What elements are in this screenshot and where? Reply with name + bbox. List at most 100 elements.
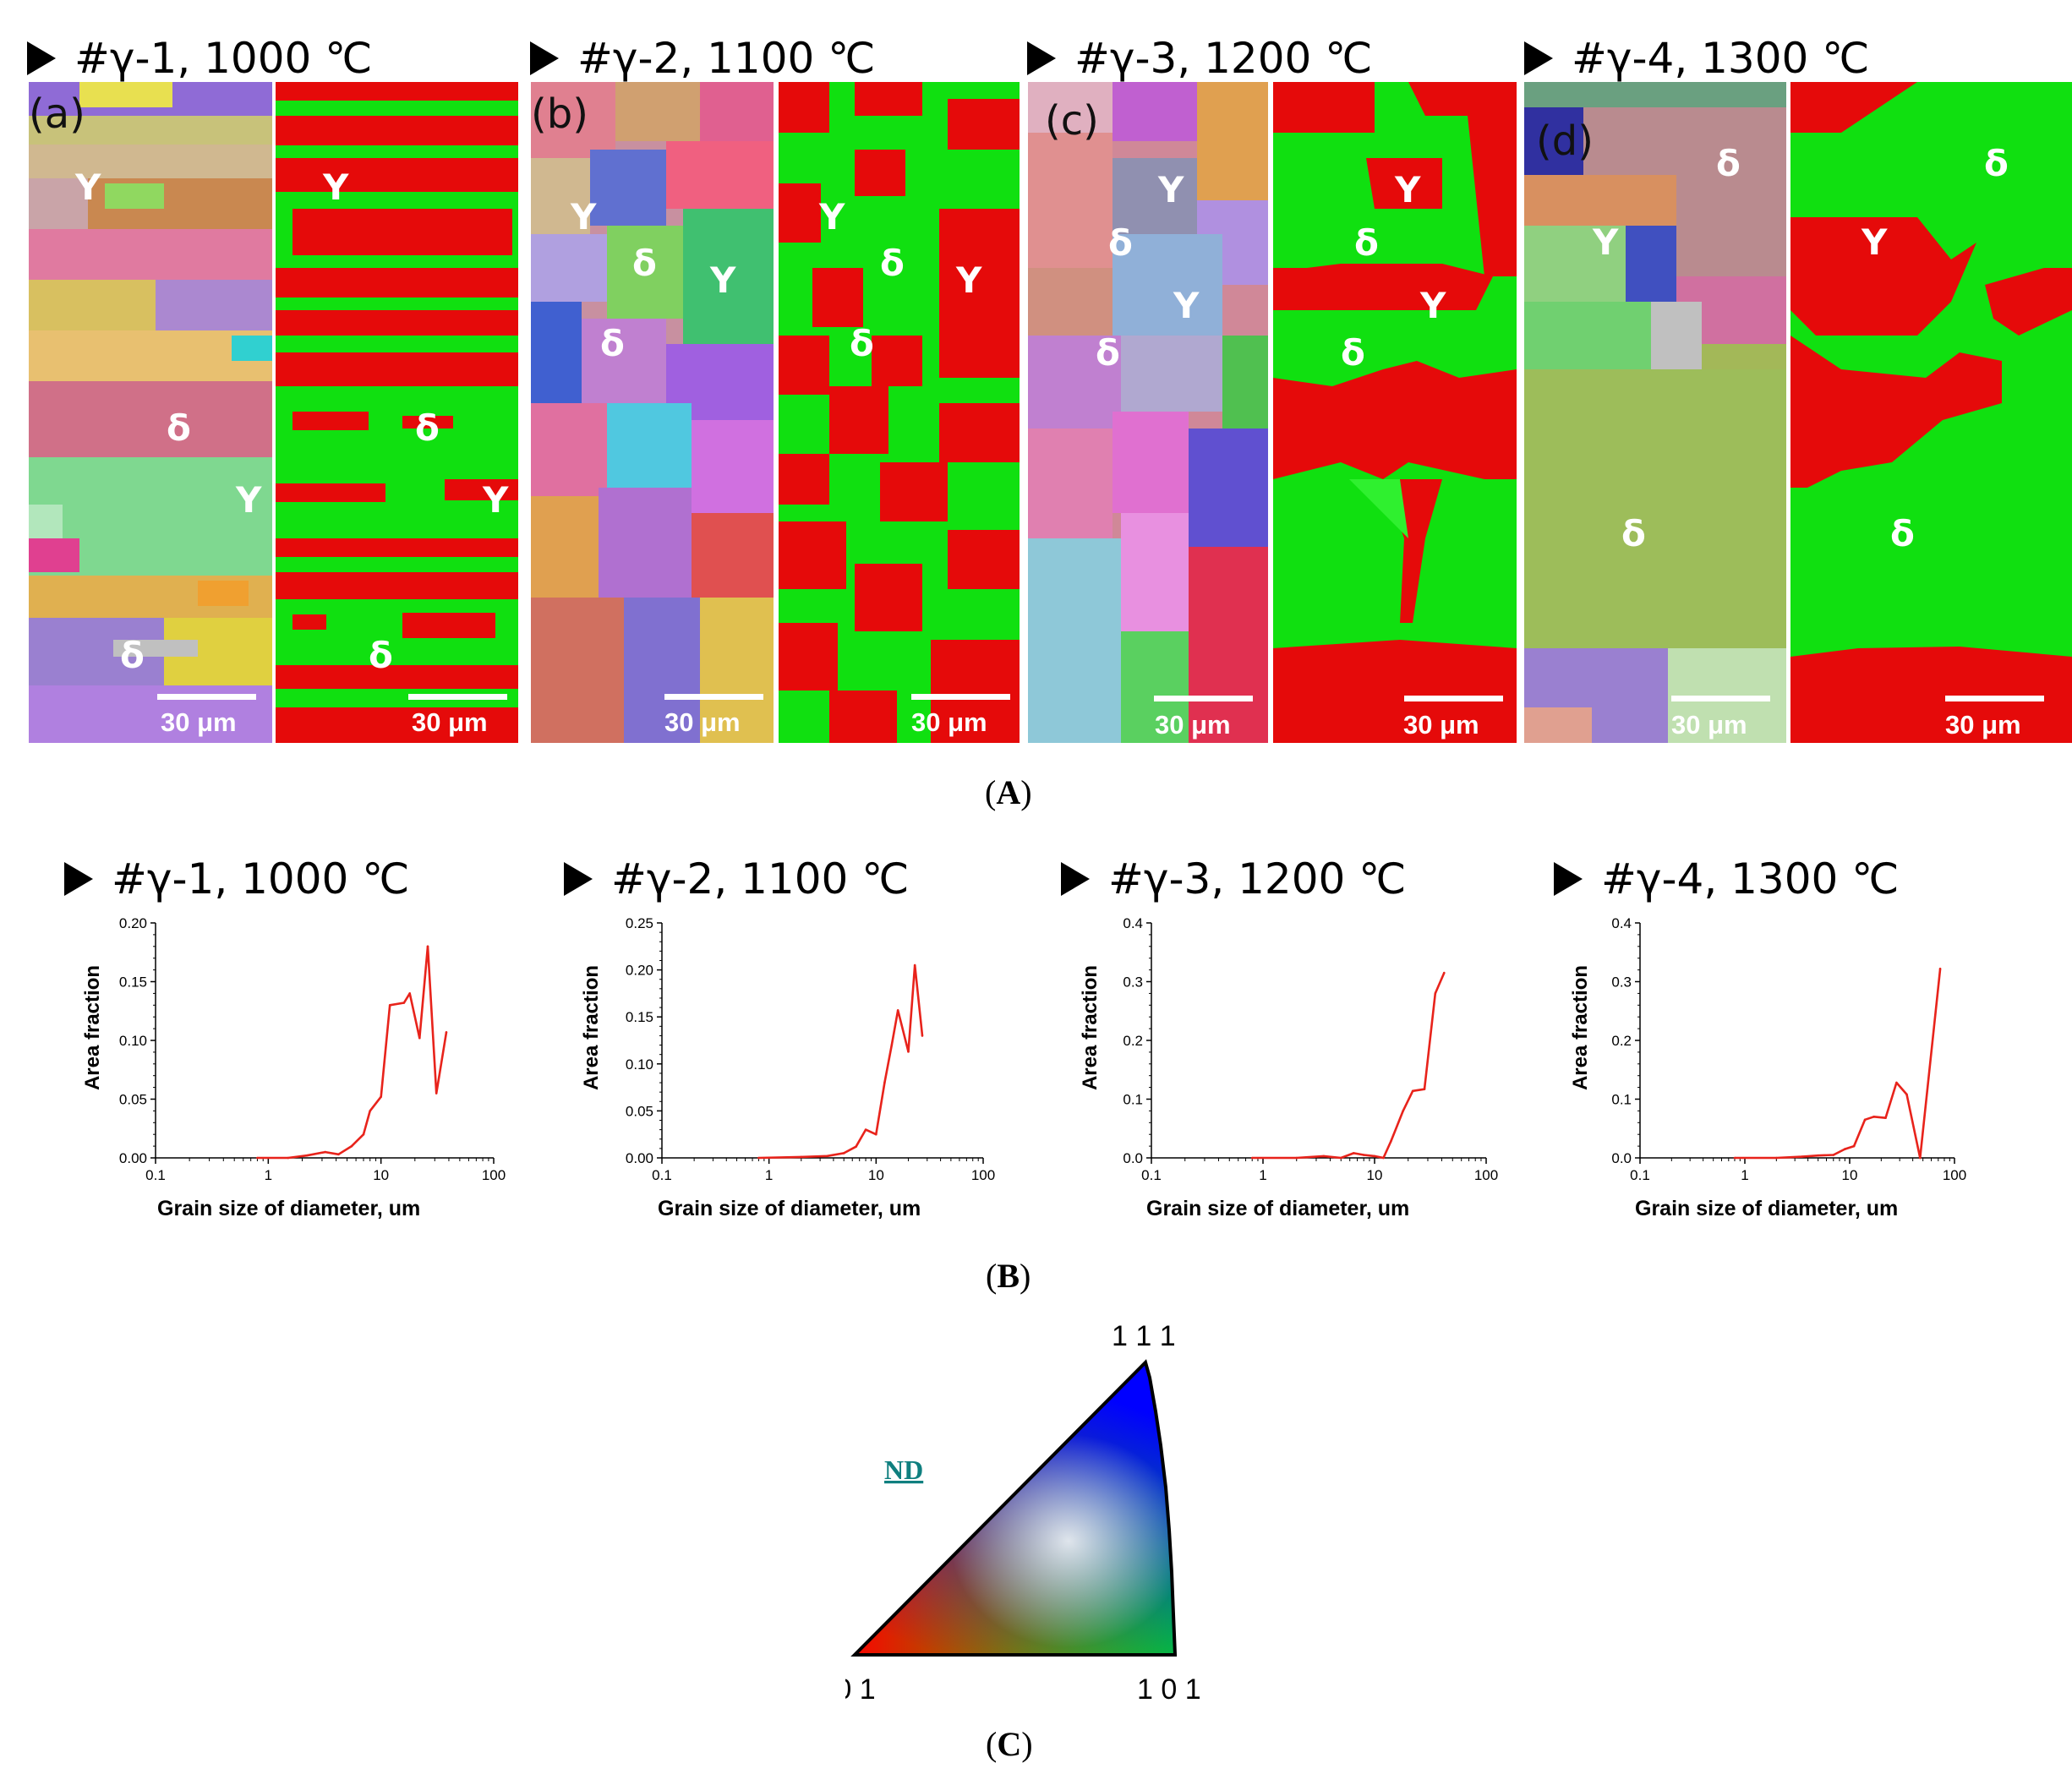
- phase-map-d: δ Y δ 30 μm: [1790, 82, 2072, 743]
- data-point: [1295, 1156, 1298, 1160]
- y-tick-label: 0.4: [1611, 915, 1632, 931]
- panel-title-1: #γ-1, 1000 ℃: [27, 37, 372, 79]
- gamma-label: Y: [710, 259, 736, 301]
- y-tick-label: 0.4: [1123, 915, 1143, 931]
- phase-map-c: Y δ Y δ 30 μm: [1273, 82, 1517, 743]
- scale-bar: [1945, 696, 2044, 701]
- corner-label-101: 1 0 1: [1137, 1673, 1201, 1706]
- data-point: [1411, 1089, 1414, 1093]
- delta-label: δ: [1890, 513, 1915, 554]
- delta-label: δ: [600, 323, 625, 364]
- gamma-label: Y: [483, 479, 509, 521]
- scale-bar: [408, 694, 507, 700]
- y-tick-label: 0.15: [626, 1009, 653, 1025]
- data-point: [1844, 1148, 1846, 1150]
- phase-map-b-image: [779, 82, 1020, 743]
- data-point: [1884, 1116, 1887, 1120]
- corner-label-001: 0 0 1: [845, 1673, 876, 1706]
- y-tick-label: 0.0: [1611, 1150, 1632, 1166]
- x-tick-label: 100: [1943, 1167, 1966, 1183]
- scale-bar-label: 30 μm: [412, 707, 488, 737]
- data-point: [842, 1152, 845, 1155]
- area-fraction-series-line: [1735, 969, 1942, 1160]
- ipf-map-a-image: [29, 82, 272, 743]
- x-tick-label: 0.1: [145, 1167, 166, 1183]
- scale-bar-label: 30 μm: [161, 707, 237, 737]
- gamma-label: Y: [571, 196, 597, 237]
- ipf-map-d: (d) δ Y δ 30 μm: [1524, 82, 1786, 743]
- data-point: [426, 945, 429, 948]
- data-point: [1250, 1156, 1254, 1160]
- delta-label: δ: [369, 635, 393, 676]
- data-point: [826, 1155, 828, 1158]
- grain-size-chart-1: 0.00 0.05 0.10 0.15 0.20 0.1 1 10 100: [119, 915, 506, 1183]
- y-tick-label: 0.10: [119, 1033, 147, 1049]
- panel-title-4: #γ-4, 1300 ℃: [1524, 37, 1869, 79]
- data-point: [864, 1128, 867, 1131]
- grain-size-chart-4: 0.00.10.20.30.40.1 1 10 100: [1611, 915, 1966, 1183]
- data-point: [362, 1133, 365, 1136]
- play-triangle-icon: [1061, 862, 1090, 896]
- gamma-label: Y: [236, 479, 262, 521]
- data-point: [1423, 1088, 1426, 1090]
- y-axis-title: Area fraction: [1079, 964, 1102, 1091]
- y-tick-label: 0.0: [1123, 1150, 1143, 1166]
- data-point: [1402, 1110, 1404, 1112]
- panel-letter-b: (b): [531, 90, 588, 138]
- x-tick-label: 1: [765, 1167, 773, 1183]
- data-point: [896, 1009, 899, 1012]
- x-tick-label: 1: [1259, 1167, 1266, 1183]
- data-point: [1389, 1140, 1392, 1143]
- data-point: [256, 1156, 259, 1160]
- data-point: [1733, 1156, 1736, 1160]
- x-tick-label: 100: [482, 1167, 506, 1183]
- data-point: [875, 1133, 877, 1136]
- data-point: [1362, 1154, 1365, 1156]
- caption-c: (C): [986, 1725, 1033, 1763]
- panel-title-3: #γ-3, 1200 ℃: [1027, 37, 1372, 79]
- play-triangle-icon: [530, 41, 559, 75]
- x-tick-label: 100: [1474, 1167, 1498, 1183]
- gamma-label: Y: [1173, 285, 1200, 326]
- x-tick-label: 10: [373, 1167, 389, 1183]
- y-tick-label: 0.20: [119, 915, 147, 931]
- panel-title-2: #γ-2, 1100 ℃: [530, 37, 875, 79]
- data-point: [402, 1002, 406, 1004]
- y-tick-label: 0.05: [626, 1103, 653, 1119]
- scale-bar: [1404, 696, 1503, 701]
- data-point: [1775, 1156, 1778, 1160]
- data-point: [1832, 1154, 1835, 1156]
- gamma-label: Y: [1158, 169, 1184, 210]
- data-point: [408, 992, 412, 995]
- scale-bar: [1671, 696, 1770, 701]
- data-point: [1872, 1116, 1875, 1118]
- data-point: [1373, 1155, 1376, 1158]
- data-point: [1339, 1156, 1342, 1160]
- data-point: [1434, 992, 1437, 995]
- y-tick-label: 0.05: [119, 1092, 147, 1108]
- gamma-label: Y: [75, 166, 101, 208]
- y-tick-label: 0.1: [1123, 1092, 1143, 1108]
- data-point: [1322, 1155, 1326, 1158]
- area-fraction-series-line: [257, 945, 448, 1160]
- scale-bar-label: 30 μm: [911, 707, 987, 737]
- y-tick-label: 0.25: [626, 915, 653, 931]
- data-point: [855, 1145, 857, 1148]
- caption-b: (B): [986, 1257, 1031, 1295]
- y-tick-label: 0.3: [1611, 974, 1632, 991]
- play-triangle-icon: [564, 862, 593, 896]
- data-point: [435, 1092, 438, 1094]
- delta-label: δ: [415, 407, 440, 449]
- corner-label-111: 1 1 1: [1112, 1320, 1176, 1352]
- area-fraction-series-line: [1252, 972, 1446, 1160]
- y-tick-label: 0.3: [1123, 974, 1143, 991]
- area-fraction-series-line: [758, 963, 924, 1160]
- x-axis-title: Grain size of diameter, um: [1146, 1197, 1410, 1220]
- data-point: [1895, 1081, 1898, 1084]
- gamma-label: Y: [819, 196, 845, 237]
- ipf-map-b-image: [531, 82, 774, 743]
- data-point: [890, 1044, 894, 1046]
- data-point: [921, 1034, 924, 1037]
- grain-size-chart-2: 0.00 0.05 0.10 0.15 0.20 0.25 0.1 1 10 100: [626, 915, 995, 1183]
- delta-label: δ: [850, 323, 874, 364]
